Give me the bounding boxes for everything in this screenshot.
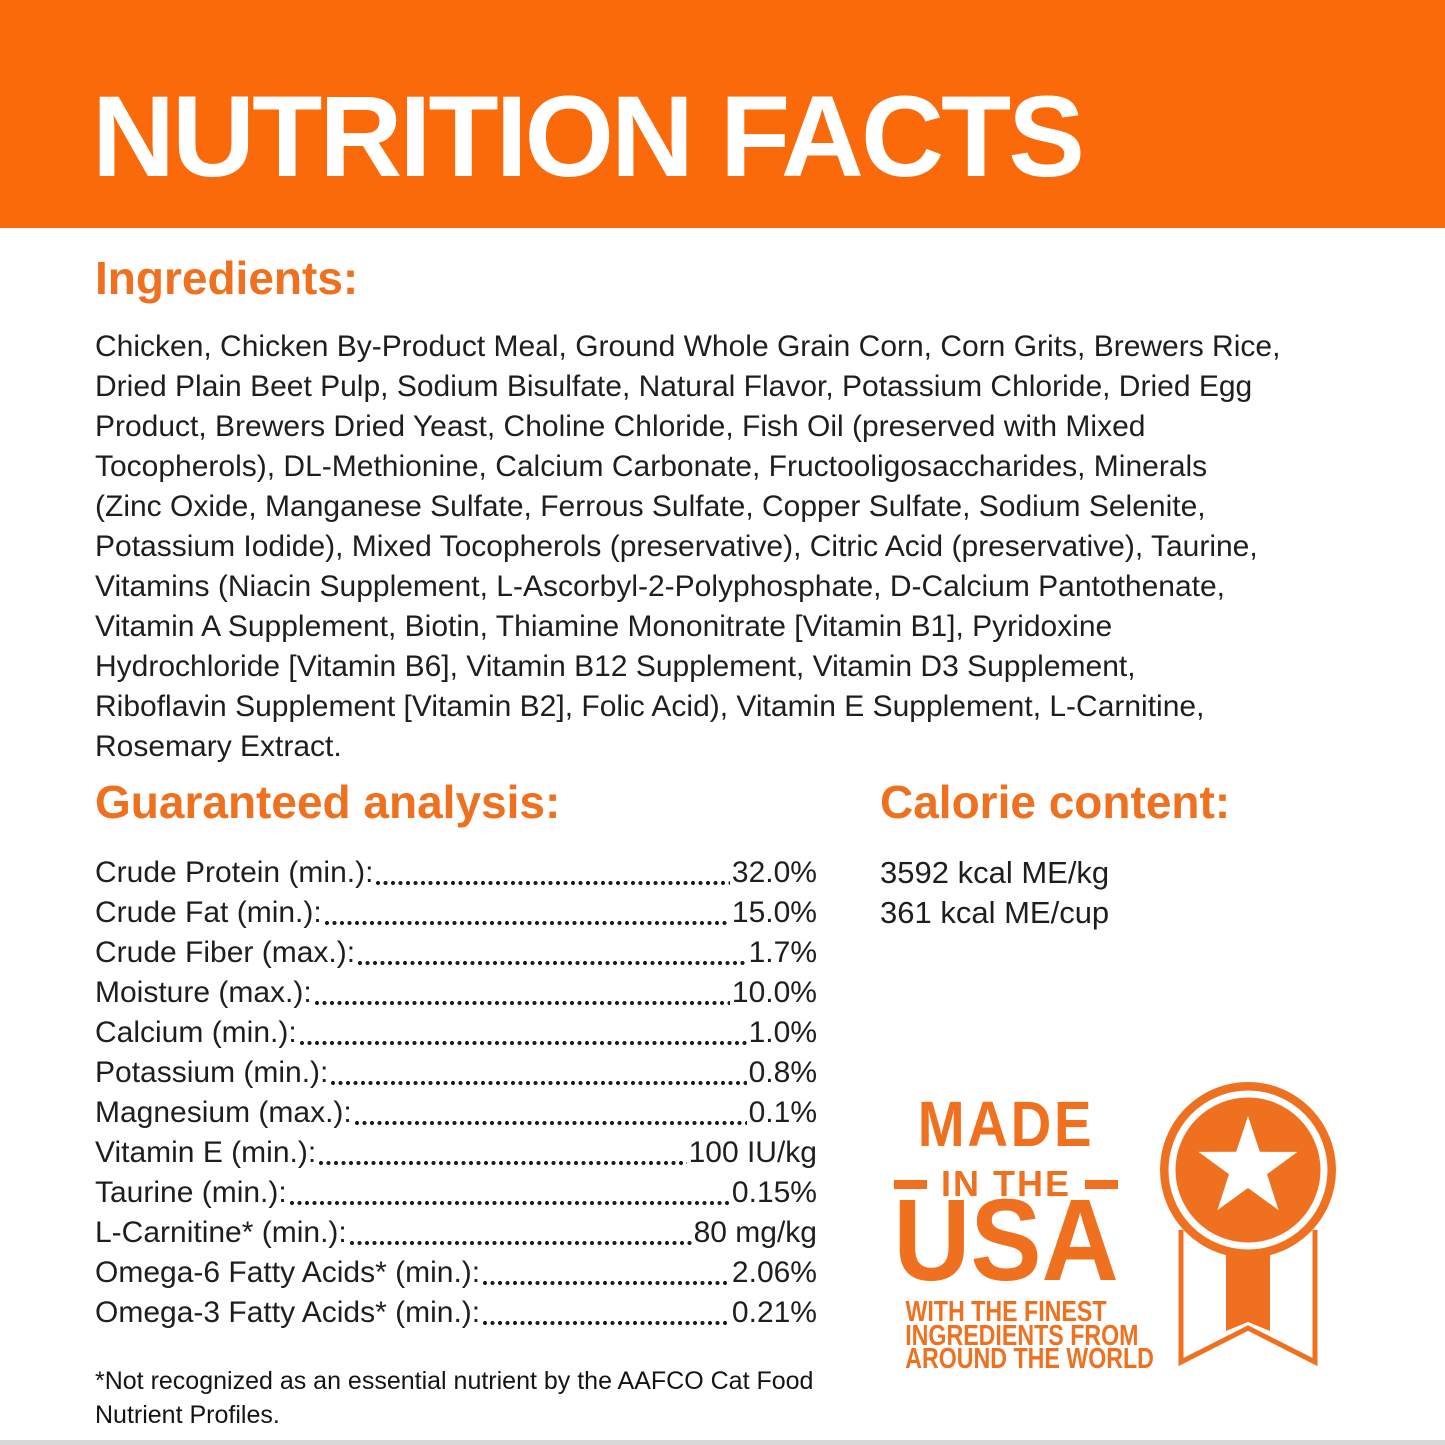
analysis-value: 2.06% <box>731 1255 817 1289</box>
analysis-value: 15.0% <box>731 895 817 929</box>
analysis-value: 0.8% <box>748 1055 817 1089</box>
made-label: MADE <box>917 1088 1095 1160</box>
page-title: NUTRITION FACTS <box>92 73 1085 201</box>
dot-leader <box>354 1120 747 1125</box>
made-in-usa-badge: MADE IN THE USA WITH THE FINEST INGREDIEN… <box>880 1080 1340 1400</box>
analysis-label: L-Carnitine* (min.): <box>95 1215 347 1249</box>
ingredients-line: Vitamin A Supplement, Biotin, Thiamine M… <box>95 609 1113 643</box>
analysis-value: 1.7% <box>748 935 817 969</box>
analysis-label: Omega-3 Fatty Acids* (min.): <box>95 1295 481 1329</box>
dot-leader <box>299 1040 747 1045</box>
dash-decoration <box>1085 1179 1118 1189</box>
usa-label: USA <box>893 1175 1119 1305</box>
analysis-row: Calcium (min.): 1.0% <box>95 1013 817 1053</box>
in-the-label: IN THE <box>940 1163 1071 1204</box>
star-medal-ribbon-icon <box>1160 1082 1336 1367</box>
analysis-table: Crude Protein (min.): 32.0% Crude Fat (m… <box>95 853 817 1333</box>
dot-leader <box>349 1240 692 1245</box>
analysis-row: Potassium (min.): 0.8% <box>95 1053 817 1093</box>
dash-decoration <box>893 1179 927 1189</box>
analysis-value: 100 IU/kg <box>688 1135 817 1169</box>
analysis-row: Taurine (min.): 0.15% <box>95 1173 817 1213</box>
bottom-edge-strip <box>0 1440 1445 1445</box>
made-in-usa-text: MADE IN THE USA WITH THE FINEST INGREDIEN… <box>880 1088 1154 1376</box>
dot-leader <box>324 920 730 925</box>
dot-leader <box>483 1280 730 1285</box>
dot-leader <box>319 1160 687 1165</box>
analysis-label: Taurine (min.): <box>95 1175 287 1209</box>
dot-leader <box>376 880 730 885</box>
ingredients-line: Chicken, Chicken By-Product Meal, Ground… <box>95 329 1281 363</box>
calorie-line: 361 kcal ME/cup <box>880 894 1110 930</box>
in-the-row: IN THE <box>880 1166 1132 1202</box>
analysis-row: Crude Fiber (max.): 1.7% <box>95 933 817 973</box>
calorie-content-section: Calorie content: 3592 kcal ME/kg 361 kcal… <box>880 776 1360 933</box>
analysis-value: 1.0% <box>748 1015 817 1049</box>
analysis-row: Vitamin E (min.): 100 IU/kg <box>95 1133 817 1173</box>
header-band: NUTRITION FACTS <box>0 0 1445 228</box>
analysis-label: Omega-6 Fatty Acids* (min.): <box>95 1255 481 1289</box>
ingredients-line: Hydrochloride [Vitamin B6], Vitamin B12 … <box>95 649 1136 683</box>
analysis-label: Crude Fat (min.): <box>95 895 322 929</box>
analysis-row: Crude Protein (min.): 32.0% <box>95 853 817 893</box>
dot-leader <box>314 1000 730 1005</box>
analysis-value: 0.1% <box>748 1095 817 1129</box>
made-in-usa-subtext: WITH THE FINEST INGREDIENTS FROM AROUND TH… <box>905 1296 1154 1376</box>
analysis-row: Crude Fat (min.): 15.0% <box>95 893 817 933</box>
analysis-value: 32.0% <box>731 855 817 889</box>
ingredients-line: Tocopherols), DL-Methionine, Calcium Car… <box>95 449 1208 483</box>
analysis-label: Moisture (max.): <box>95 975 312 1009</box>
analysis-label: Crude Protein (min.): <box>95 855 374 889</box>
analysis-label: Magnesium (max.): <box>95 1095 352 1129</box>
analysis-row: L-Carnitine* (min.): 80 mg/kg <box>95 1213 817 1253</box>
footnote-line: Nutrient Profiles. <box>95 1401 280 1429</box>
ingredients-section: Ingredients: Chicken, Chicken By-Product… <box>95 252 1395 767</box>
analysis-value: 10.0% <box>731 975 817 1009</box>
analysis-label: Potassium (min.): <box>95 1055 329 1089</box>
calorie-line: 3592 kcal ME/kg <box>880 854 1110 890</box>
ingredients-line: Dried Plain Beet Pulp, Sodium Bisulfate,… <box>95 369 1253 403</box>
guaranteed-analysis-heading: Guaranteed analysis: <box>95 776 561 828</box>
analysis-row: Magnesium (max.): 0.1% <box>95 1093 817 1133</box>
dot-leader <box>483 1320 730 1325</box>
analysis-label: Calcium (min.): <box>95 1015 297 1049</box>
ingredients-line: Potassium Iodide), Mixed Tocopherols (pr… <box>95 529 1258 563</box>
ingredients-line: Product, Brewers Dried Yeast, Choline Ch… <box>95 409 1146 443</box>
analysis-label: Vitamin E (min.): <box>95 1135 317 1169</box>
dot-leader <box>289 1200 730 1205</box>
subtext-line: AROUND THE WORLD <box>905 1343 1154 1376</box>
analysis-value: 0.15% <box>731 1175 817 1209</box>
analysis-value: 80 mg/kg <box>693 1215 817 1249</box>
analysis-row: Moisture (max.): 10.0% <box>95 973 817 1013</box>
ingredients-text: Chicken, Chicken By-Product Meal, Ground… <box>95 327 1395 767</box>
guaranteed-analysis-section: Guaranteed analysis: Crude Protein (min.… <box>95 776 817 1333</box>
calorie-content-heading: Calorie content: <box>880 776 1231 828</box>
dot-leader <box>331 1080 747 1085</box>
calorie-values: 3592 kcal ME/kg 361 kcal ME/cup <box>880 853 1360 933</box>
ingredients-line: Riboflavin Supplement [Vitamin B2], Foli… <box>95 689 1205 723</box>
footnote-line: *Not recognized as an essential nutrient… <box>95 1367 814 1395</box>
analysis-value: 0.21% <box>731 1295 817 1329</box>
dot-leader <box>358 960 747 965</box>
ingredients-heading: Ingredients: <box>95 252 359 304</box>
footnote: *Not recognized as an essential nutrient… <box>95 1364 813 1432</box>
ingredients-line: Vitamins (Niacin Supplement, L-Ascorbyl-… <box>95 569 1225 603</box>
analysis-row: Omega-3 Fatty Acids* (min.): 0.21% <box>95 1293 817 1333</box>
subtext-line: WITH THE FINEST <box>905 1296 1107 1329</box>
analysis-label: Crude Fiber (max.): <box>95 935 356 969</box>
subtext-line: INGREDIENTS FROM <box>905 1319 1139 1352</box>
ingredients-line: (Zinc Oxide, Manganese Sulfate, Ferrous … <box>95 489 1206 523</box>
ingredients-line: Rosemary Extract. <box>95 729 342 763</box>
analysis-row: Omega-6 Fatty Acids* (min.): 2.06% <box>95 1253 817 1293</box>
